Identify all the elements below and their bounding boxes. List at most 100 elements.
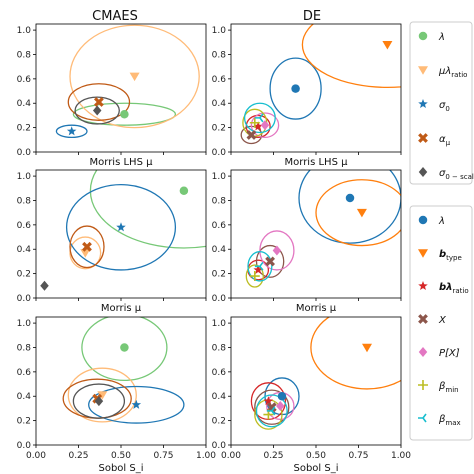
x-tick-label: 0.50 <box>111 451 131 461</box>
data-point-x <box>265 256 275 267</box>
y-tick-label: 0.6 <box>212 75 227 85</box>
x-tick-label: 0.25 <box>263 451 283 461</box>
uncertainty-ellipse <box>245 264 264 288</box>
x-axis-label: Morris μ <box>296 303 337 314</box>
legend-marker-triangle-down <box>418 249 428 258</box>
x-tick-label: 1.00 <box>196 451 216 461</box>
legend-label: σ0 <box>439 100 450 113</box>
data-point-tri-left <box>266 406 276 416</box>
uncertainty-ellipse <box>69 24 200 129</box>
y-tick-label: 0.6 <box>17 75 32 85</box>
data-point-circle <box>345 193 355 203</box>
legend-marker-star <box>418 99 428 109</box>
x-axis-label: Sobol S_i <box>98 463 143 474</box>
data-point-x <box>246 130 257 140</box>
data-point-star <box>253 264 263 275</box>
data-point-circle <box>120 109 129 119</box>
uncertainty-ellipse <box>250 112 280 139</box>
data-point-diamond <box>276 400 285 411</box>
y-tick-label: 0.2 <box>17 124 31 134</box>
y-tick-label: 0.2 <box>212 417 226 427</box>
column-title-de: DE <box>303 9 321 24</box>
data-point-circle <box>120 343 129 352</box>
x-tick-label: 0.00 <box>26 451 46 461</box>
legend-entry-alpha_mu: αμ <box>418 133 451 147</box>
uncertainty-ellipse <box>255 244 285 278</box>
data-point-circle <box>291 84 300 93</box>
y-tick-label: 0.6 <box>17 221 32 231</box>
data-point-plus <box>249 271 260 282</box>
uncertainty-ellipse <box>259 230 295 271</box>
uncertainty-ellipse <box>67 367 137 423</box>
data-point-diamond <box>94 396 104 407</box>
x-tick-label: 0.50 <box>306 451 326 461</box>
y-tick-label: 0.4 <box>17 392 32 402</box>
legend-label-subscript: ratio <box>451 71 467 79</box>
axes-frame <box>35 23 207 153</box>
y-tick-label: 0.2 <box>212 124 226 134</box>
data-point-tri-left <box>254 113 264 123</box>
y-tick-label: 0.2 <box>17 417 31 427</box>
uncertainty-ellipse <box>269 57 322 120</box>
y-tick-label: 1.0 <box>212 319 227 329</box>
plot-area <box>62 317 185 424</box>
y-tick-label: 1.0 <box>17 26 32 36</box>
uncertainty-ellipse <box>72 383 126 419</box>
data-point-triangle-down <box>382 40 393 50</box>
uncertainty-ellipse <box>243 102 276 134</box>
legend-label-subscript: ratio <box>453 287 469 295</box>
data-point-star <box>66 126 77 136</box>
y-tick-label: 0.0 <box>17 294 32 304</box>
data-point-tri-left <box>254 261 264 271</box>
y-tick-label: 0.8 <box>17 196 32 206</box>
uncertainty-ellipse <box>67 83 131 121</box>
data-point-x <box>82 241 92 252</box>
y-tick-label: 0.8 <box>17 50 32 60</box>
column-title-cmaes: CMAES <box>92 9 138 24</box>
y-tick-label: 0.8 <box>212 343 227 353</box>
y-tick-label: 0.0 <box>17 148 32 158</box>
y-tick-label: 0.6 <box>212 221 227 231</box>
uncertainty-ellipse <box>69 225 105 269</box>
axes-frame <box>35 316 207 446</box>
uncertainty-ellipse <box>65 183 177 271</box>
legend-label: λ <box>438 216 445 227</box>
plot-area <box>250 317 401 430</box>
panel-de-morris-lhs: 0.0 0.2 0.4 0.6 0.8 1.0 Morris LHS μ <box>212 23 402 168</box>
uncertainty-ellipse <box>245 114 271 139</box>
y-tick-label: 0.4 <box>212 245 227 255</box>
legend-marker-tri-left <box>418 413 427 423</box>
plot-area <box>245 170 401 288</box>
data-point-star <box>131 399 142 409</box>
uncertainty-ellipse <box>310 317 401 390</box>
x-axis-label: Sobol S_i <box>293 463 338 474</box>
data-point-circle <box>277 391 287 401</box>
legend-marker-circle <box>418 215 428 225</box>
legend-label-subscript: 0 <box>445 105 449 113</box>
legend-marker-x <box>418 133 428 143</box>
legend-marker-x <box>418 314 428 324</box>
legend-marker-plus <box>418 380 428 390</box>
legend-entry-lambda: λ <box>418 31 445 43</box>
axes-frame <box>230 316 402 446</box>
x-tick-label: 0.75 <box>348 451 368 461</box>
plot-area <box>240 24 401 145</box>
legend-label-subscript: min <box>445 386 458 394</box>
panel-de-sobol: 0.0 0.2 0.4 0.6 0.8 1.0 0.00 0.25 0.50 0.75 1.00 So… <box>212 316 411 474</box>
panel-de-morris: 0.0 0.2 0.4 0.6 0.8 1.0 Morris μ <box>212 169 402 314</box>
uncertainty-ellipse <box>247 251 273 282</box>
legend-entry-lambda: λ <box>418 215 445 227</box>
x-axis-label: Morris μ <box>101 303 142 314</box>
legend-label: λ <box>438 32 445 43</box>
legend-frame <box>409 205 473 441</box>
plot-area <box>55 24 200 139</box>
uncertainty-ellipse <box>315 179 401 247</box>
y-tick-label: 1.0 <box>212 26 227 36</box>
panel-cmaes-morris: 0.0 0.2 0.4 0.6 0.8 1.0 Morris μ <box>17 169 207 314</box>
data-point-x <box>94 97 104 107</box>
legend-label-subscript: max <box>445 419 460 427</box>
y-tick-label: 1.0 <box>17 319 32 329</box>
data-point-star <box>263 396 274 406</box>
legend-label: X <box>438 315 447 326</box>
data-point-triangle-down <box>356 208 367 218</box>
